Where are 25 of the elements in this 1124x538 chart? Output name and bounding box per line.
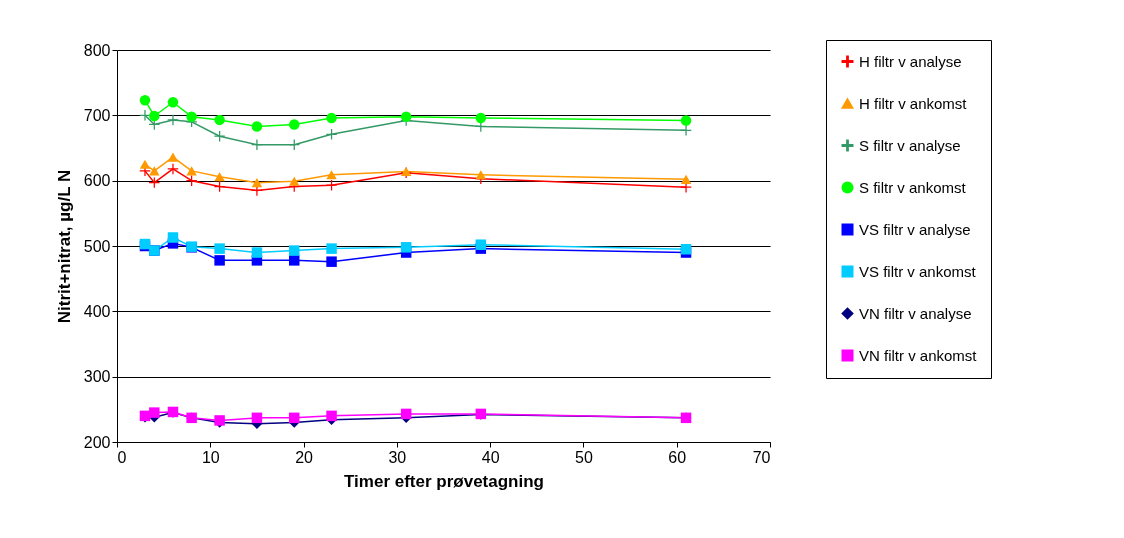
legend-label: VN filtr v analyse <box>859 304 972 322</box>
x-tick-label: 40 <box>481 448 500 466</box>
x-tick-label: 0 <box>117 448 127 466</box>
y-tick-label: 500 <box>83 237 111 255</box>
x-tick-label: 60 <box>668 448 687 466</box>
x-tick-label: 10 <box>201 448 220 466</box>
legend-label: H filtr v analyse <box>859 52 962 70</box>
legend-label: S filtr v analyse <box>859 136 961 154</box>
y-axis-title: Nitrit+nitrat, µg/L N <box>54 169 74 324</box>
legend-label: VS filtr v analyse <box>859 220 971 238</box>
y-tick-label: 700 <box>83 106 111 124</box>
y-tick-label: 800 <box>83 41 111 59</box>
legend-label: VS filtr v ankomst <box>859 262 977 280</box>
y-tick-label: 400 <box>83 302 111 320</box>
legend-label: H filtr v ankomst <box>859 94 968 112</box>
x-tick-label: 50 <box>575 448 593 466</box>
y-tick-label: 300 <box>83 368 111 386</box>
y-tick-label: 200 <box>83 433 111 451</box>
legend-label: VN filtr v ankomst <box>859 346 978 364</box>
x-tick-label: 20 <box>295 448 314 466</box>
legend-label: S filtr v ankomst <box>859 178 967 196</box>
x-tick-label: 70 <box>752 448 771 466</box>
x-tick-label: 30 <box>388 448 407 466</box>
y-tick-label: 600 <box>83 172 111 190</box>
x-axis-title: Timer efter prøvetagning <box>344 471 544 491</box>
